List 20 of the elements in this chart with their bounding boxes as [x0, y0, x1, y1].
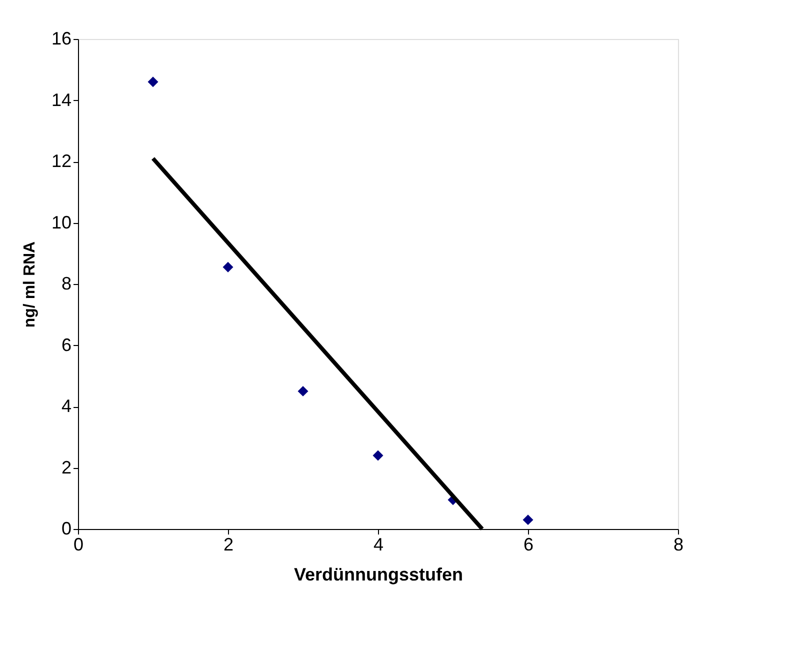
x-axis-title: Verdünnungsstufen — [294, 564, 464, 584]
point — [372, 450, 384, 461]
y-tick-label: 12 — [51, 151, 72, 171]
y-tick-label: 14 — [51, 90, 72, 110]
x-tick-label: 8 — [673, 534, 684, 554]
x-tick-label: 4 — [373, 534, 384, 554]
y-tick-label: 16 — [51, 28, 72, 48]
point — [148, 76, 158, 88]
x-tick-label: 2 — [223, 534, 234, 554]
y-tick-label: 8 — [61, 274, 72, 294]
y-tick-label: 6 — [61, 334, 72, 355]
y-tick-label: 0 — [61, 518, 72, 538]
x-tick-label: 6 — [523, 534, 534, 554]
point — [222, 262, 234, 272]
y-tick-label: 4 — [61, 396, 72, 416]
y-axis-title: ng/ ml RNA — [21, 240, 38, 328]
y-tick-label: 2 — [61, 457, 72, 478]
y-tick-label: 10 — [51, 212, 72, 232]
point — [298, 386, 308, 396]
point — [522, 514, 534, 526]
